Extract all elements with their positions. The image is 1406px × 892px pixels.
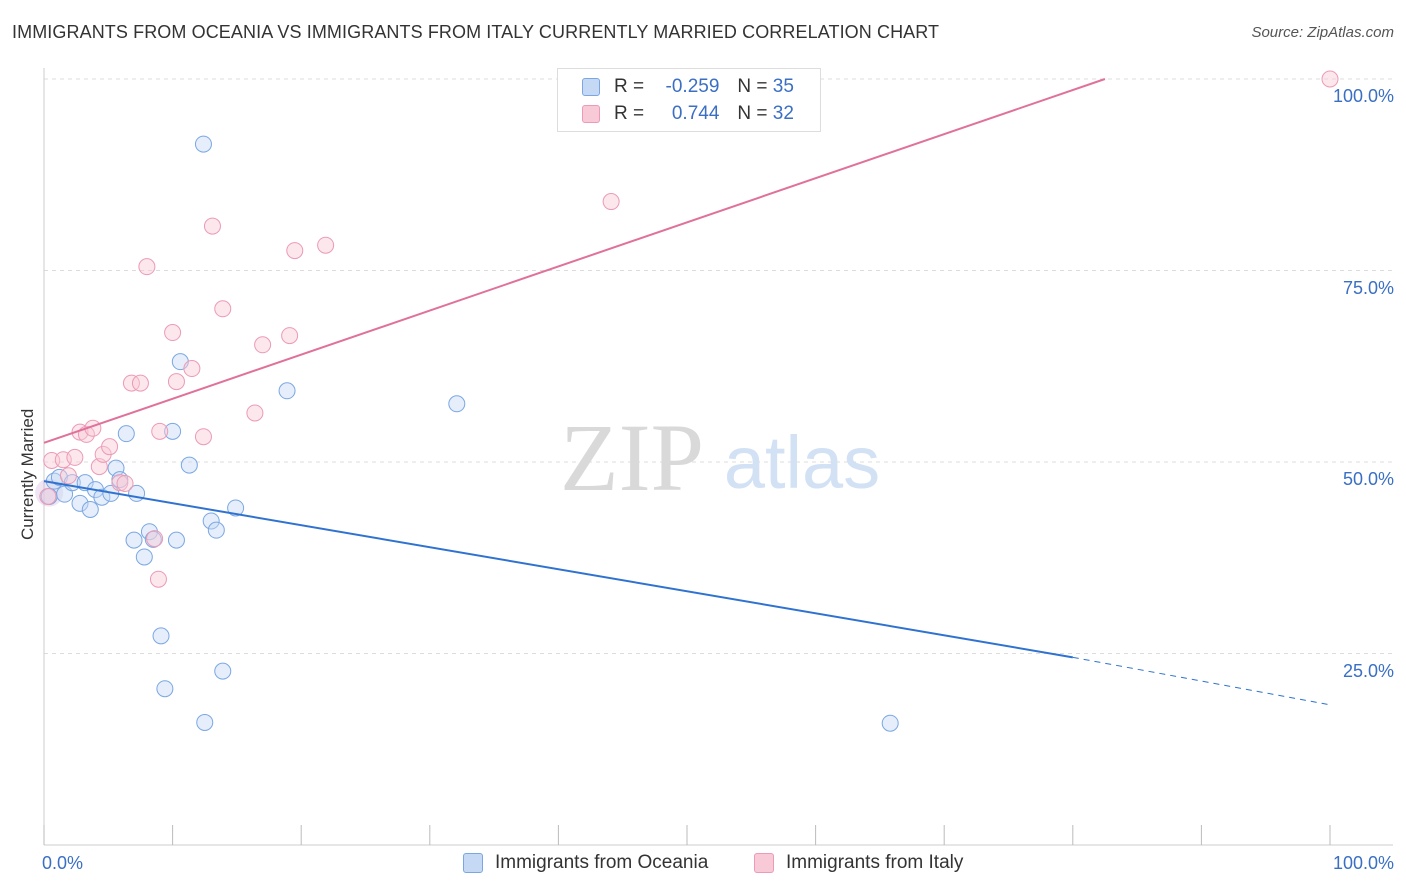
oceania-swatch: [582, 78, 600, 96]
watermark: ZIP atlas: [560, 404, 880, 511]
bottom-oceania-label: Immigrants from Oceania: [495, 852, 709, 873]
chart-source: Source: ZipAtlas.com: [1251, 24, 1394, 41]
watermark-zip: ZIP: [560, 404, 704, 511]
y-tick-label: 25.0%: [1342, 660, 1394, 681]
italy-n-value: 32: [772, 103, 794, 124]
italy-point: [131, 374, 149, 392]
bottom-legend-oceania: Immigrants from Oceania: [463, 852, 708, 874]
x-tick-label: 0.0%: [42, 853, 84, 873]
italy-point: [246, 404, 264, 422]
y-tick-label: 50.0%: [1342, 469, 1394, 489]
legend-row-oceania: R = -0.259 N = 35: [582, 75, 794, 99]
oceania-point: [202, 512, 220, 530]
oceania-point: [194, 135, 212, 153]
oceania-point: [278, 382, 296, 400]
oceania-point: [164, 422, 182, 440]
oceania-n-label: N =: [737, 76, 768, 97]
oceania-point: [167, 531, 185, 549]
italy-point: [602, 193, 620, 211]
oceania-point: [152, 627, 170, 645]
oceania-point: [140, 523, 158, 541]
italy-point: [116, 474, 134, 492]
italy-point: [254, 336, 272, 354]
bottom-oceania-swatch: [463, 853, 483, 873]
oceania-point: [117, 425, 135, 443]
italy-point: [138, 258, 156, 276]
italy-point: [1321, 70, 1339, 88]
italy-point: [149, 570, 167, 588]
points: [35, 70, 1339, 732]
y-tick-label: 100.0%: [1332, 86, 1394, 106]
italy-point: [194, 428, 212, 446]
italy-point: [39, 487, 57, 505]
grid: [44, 78, 1393, 654]
oceania-point: [180, 456, 198, 474]
italy-swatch: [582, 105, 600, 123]
italy-point: [164, 324, 182, 342]
italy-trend-line: [43, 78, 1106, 444]
italy-point: [214, 300, 232, 318]
oceania-trend-extension: [1072, 656, 1331, 706]
bottom-italy-label: Immigrants from Italy: [786, 852, 964, 873]
oceania-point: [214, 662, 232, 680]
oceania-point: [881, 714, 899, 732]
watermark-atlas: atlas: [724, 421, 880, 504]
oceania-point: [448, 395, 466, 413]
oceania-point: [93, 488, 111, 506]
x-tick-label: 100.0%: [1332, 853, 1394, 873]
oceania-point: [227, 499, 245, 517]
oceania-point: [207, 521, 225, 539]
legend-row-italy: R = 0.744 N = 32: [582, 102, 794, 126]
oceania-point: [156, 680, 174, 698]
chart-title: IMMIGRANTS FROM OCEANIA VS IMMIGRANTS FR…: [12, 22, 940, 42]
oceania-point: [196, 713, 214, 731]
oceania-point: [50, 468, 68, 486]
italy-point: [122, 374, 140, 392]
oceania-point: [81, 500, 99, 518]
axes: [43, 68, 1393, 846]
correlation-legend: R = -0.259 N = 35 R = 0.744 N = 32: [557, 68, 821, 132]
italy-point: [167, 373, 185, 391]
oceania-trend-line: [43, 480, 1073, 659]
italy-point: [59, 467, 77, 485]
italy-point: [111, 474, 129, 492]
oceania-point: [125, 531, 143, 549]
oceania-point: [71, 494, 89, 512]
italy-point: [151, 422, 169, 440]
italy-point: [286, 242, 304, 260]
oceania-r-value: -0.259: [665, 76, 720, 97]
oceania-point: [135, 548, 153, 566]
italy-r-value: 0.744: [671, 103, 720, 124]
oceania-n-value: 35: [772, 76, 794, 97]
oceania-point: [144, 530, 162, 548]
italy-r-label: R =: [614, 103, 645, 124]
bottom-legend-italy: Immigrants from Italy: [754, 852, 963, 874]
italy-point: [183, 360, 201, 378]
italy-point: [66, 448, 84, 466]
italy-point: [101, 438, 119, 456]
y-tick-label: 75.0%: [1342, 277, 1394, 298]
italy-n-label: N =: [737, 103, 768, 124]
trend-lines: [43, 78, 1331, 706]
italy-point: [203, 217, 221, 235]
italy-point: [281, 327, 299, 345]
oceania-r-label: R =: [614, 76, 645, 97]
italy-point: [146, 530, 164, 548]
bottom-italy-swatch: [754, 853, 774, 873]
italy-point: [317, 236, 335, 254]
